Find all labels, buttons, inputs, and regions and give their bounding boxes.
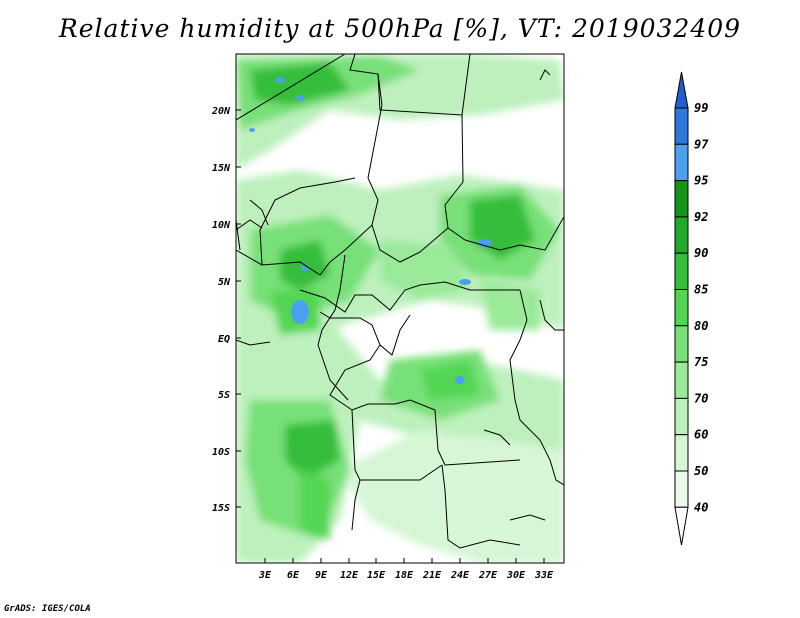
colorbar-level-label: 92 bbox=[694, 210, 708, 224]
lon-tick-label: 12E bbox=[340, 570, 359, 581]
colorbar-swatch bbox=[674, 289, 689, 327]
colorbar-top-triangle bbox=[674, 71, 689, 109]
lat-tick-label: 5S bbox=[218, 390, 230, 401]
humid-core bbox=[455, 376, 465, 384]
latitude-axis: 20N 15N 10N 5N EQ 5S 10S 15S bbox=[211, 106, 241, 514]
lon-tick-label: 21E bbox=[422, 570, 442, 581]
colorbar-level-label: 90 bbox=[694, 246, 708, 260]
colorbar-swatch bbox=[674, 143, 689, 182]
lon-tick-label: 30E bbox=[506, 570, 526, 581]
colorbar-swatch bbox=[674, 325, 689, 363]
colorbar-level-label: 40 bbox=[694, 500, 708, 514]
map-frame bbox=[235, 53, 565, 564]
humid-core bbox=[296, 95, 304, 101]
colorbar-bottom-triangle bbox=[674, 506, 689, 546]
colorbar-swatch bbox=[674, 434, 689, 472]
longitude-axis: 3E 6E 9E 12E 15E 18E 21E 24E 27E 30E 33E bbox=[258, 558, 554, 581]
lat-tick-label: 20N bbox=[211, 106, 231, 117]
lon-tick-label: 33E bbox=[534, 570, 554, 581]
colorbar-swatch bbox=[674, 107, 689, 145]
colorbar-level-label: 99 bbox=[694, 101, 708, 115]
lat-tick-label: 10S bbox=[212, 447, 230, 458]
lon-tick-label: 15E bbox=[367, 570, 386, 581]
lat-tick-label: EQ bbox=[218, 334, 230, 345]
colorbar-level-label: 85 bbox=[694, 283, 708, 297]
chart-title: Relative humidity at 500hPa [%], VT: 201… bbox=[58, 14, 742, 43]
colorbar-level-label: 97 bbox=[694, 137, 709, 151]
humid-core bbox=[275, 77, 285, 83]
colorbar-level-label: 50 bbox=[694, 464, 708, 478]
lon-tick-label: 27E bbox=[478, 570, 498, 581]
humidity-field bbox=[236, 54, 564, 563]
country-borders bbox=[236, 54, 564, 549]
lon-tick-label: 9E bbox=[315, 570, 328, 581]
humid-core bbox=[291, 300, 309, 324]
colorbar-swatch bbox=[674, 216, 689, 254]
lon-tick-label: 24E bbox=[450, 570, 470, 581]
colorbar: 99 97 95 92 90 85 80 75 70 60 50 40 bbox=[674, 71, 709, 546]
lat-tick-label: 5N bbox=[218, 277, 231, 288]
grads-credit: GrADS: IGES/COLA bbox=[4, 604, 91, 614]
humid-core bbox=[249, 128, 255, 132]
lat-tick-label: 10N bbox=[212, 220, 231, 231]
lat-tick-label: 15N bbox=[212, 163, 231, 174]
lon-tick-label: 6E bbox=[287, 570, 300, 581]
colorbar-swatch bbox=[674, 180, 689, 218]
colorbar-level-label: 60 bbox=[694, 428, 708, 442]
humid-core bbox=[301, 265, 309, 271]
colorbar-level-label: 80 bbox=[694, 319, 708, 333]
lat-tick-label: 15S bbox=[212, 503, 230, 514]
colorbar-swatch bbox=[674, 470, 689, 508]
lon-tick-label: 18E bbox=[395, 570, 414, 581]
lon-tick-label: 3E bbox=[258, 570, 272, 581]
colorbar-swatch bbox=[674, 361, 689, 399]
colorbar-level-label: 75 bbox=[694, 355, 708, 369]
colorbar-level-label: 95 bbox=[694, 174, 708, 188]
colorbar-swatch bbox=[674, 397, 689, 436]
humid-core bbox=[459, 279, 471, 285]
colorbar-level-label: 70 bbox=[694, 391, 708, 405]
colorbar-swatch bbox=[674, 252, 689, 290]
